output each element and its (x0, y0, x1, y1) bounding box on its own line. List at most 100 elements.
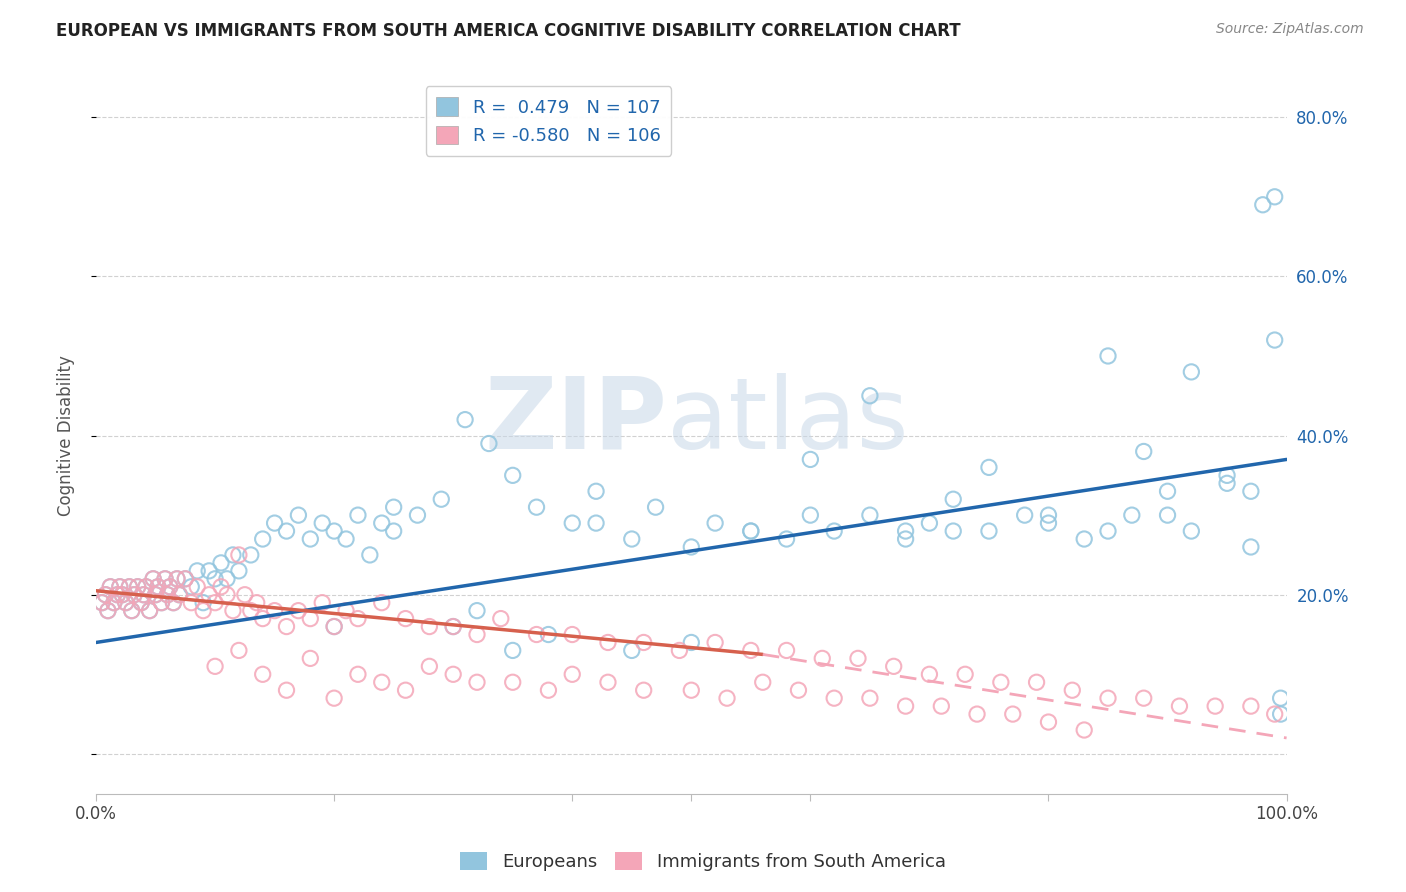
Point (883, 659, 905, 673)
Point (942, 492, 965, 507)
Point (1270, 691, 1292, 706)
Point (596, 635, 619, 649)
Point (823, 691, 845, 706)
Point (98, 580, 121, 594)
Point (620, 532, 643, 546)
Point (799, 452, 821, 467)
Point (186, 564, 208, 578)
Point (263, 604, 285, 618)
Point (359, 548, 381, 562)
Point (142, 572, 165, 586)
Point (114, 596, 136, 610)
Point (620, 643, 643, 657)
Point (823, 524, 845, 538)
Point (441, 667, 464, 681)
Point (91, 596, 114, 610)
Point (1180, 524, 1202, 538)
Point (537, 683, 560, 698)
Point (1038, 516, 1060, 530)
Point (311, 516, 333, 530)
Point (198, 564, 221, 578)
Point (1270, 707, 1292, 722)
Point (371, 596, 394, 610)
Point (1014, 508, 1036, 523)
Point (740, 643, 762, 657)
Point (478, 436, 501, 450)
Point (209, 580, 232, 594)
Point (228, 564, 250, 578)
Point (418, 619, 440, 633)
Point (430, 492, 453, 507)
Point (204, 596, 226, 610)
Point (1025, 675, 1047, 690)
Point (150, 596, 173, 610)
Point (252, 611, 274, 625)
Point (129, 596, 152, 610)
Y-axis label: Cognitive Disability: Cognitive Disability (58, 355, 75, 516)
Point (942, 524, 965, 538)
Point (323, 691, 346, 706)
Text: EUROPEAN VS IMMIGRANTS FROM SOUTH AMERICA COGNITIVE DISABILITY CORRELATION CHART: EUROPEAN VS IMMIGRANTS FROM SOUTH AMERIC… (56, 22, 960, 40)
Point (180, 580, 202, 594)
Point (1132, 691, 1154, 706)
Point (1062, 683, 1084, 698)
Point (668, 643, 690, 657)
Point (787, 683, 810, 698)
Point (931, 699, 953, 714)
Point (132, 588, 155, 602)
Point (406, 508, 429, 523)
Point (94, 588, 117, 602)
Point (252, 532, 274, 546)
Point (394, 683, 416, 698)
Point (299, 651, 322, 665)
Point (1001, 707, 1024, 722)
Point (145, 588, 167, 602)
Point (276, 524, 298, 538)
Point (441, 619, 464, 633)
Point (138, 604, 160, 618)
Point (716, 691, 738, 706)
Point (204, 659, 226, 673)
Point (127, 580, 149, 594)
Point (633, 635, 655, 649)
Point (222, 604, 245, 618)
Text: ZIP: ZIP (485, 373, 668, 470)
Point (1240, 484, 1263, 499)
Point (191, 596, 214, 610)
Point (537, 627, 560, 641)
Point (287, 604, 309, 618)
Point (299, 611, 322, 625)
Point (335, 532, 357, 546)
Point (977, 460, 1000, 475)
Point (107, 588, 129, 602)
Point (1097, 349, 1119, 363)
Point (103, 596, 125, 610)
Point (681, 635, 703, 649)
Point (1132, 444, 1154, 458)
Point (502, 643, 524, 657)
Point (1168, 699, 1191, 714)
Point (94, 588, 117, 602)
Point (111, 588, 134, 602)
Point (585, 516, 607, 530)
Legend: Europeans, Immigrants from South America: Europeans, Immigrants from South America (453, 845, 953, 879)
Point (323, 619, 346, 633)
Point (465, 627, 488, 641)
Point (811, 651, 834, 665)
Point (894, 532, 917, 546)
Point (1204, 699, 1226, 714)
Point (108, 580, 131, 594)
Point (204, 572, 226, 586)
Point (239, 604, 262, 618)
Point (859, 691, 882, 706)
Legend: R =  0.479   N = 107, R = -0.580   N = 106: R = 0.479 N = 107, R = -0.580 N = 106 (426, 87, 671, 156)
Point (118, 580, 141, 594)
Point (465, 675, 488, 690)
Point (775, 643, 797, 657)
Point (1216, 476, 1239, 491)
Point (1180, 365, 1202, 379)
Point (704, 635, 727, 649)
Point (263, 516, 285, 530)
Point (966, 707, 988, 722)
Point (990, 675, 1012, 690)
